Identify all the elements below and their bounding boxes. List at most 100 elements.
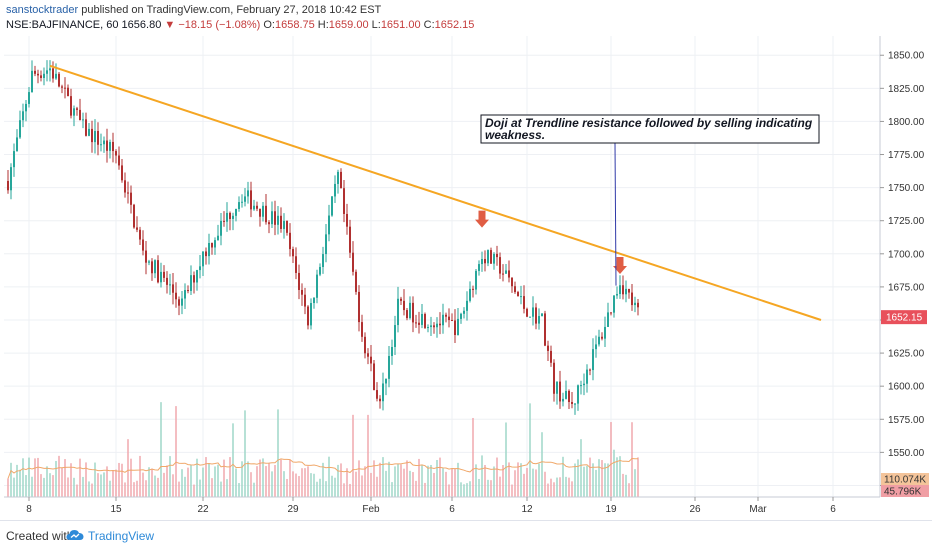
candle-body — [277, 215, 279, 225]
candle-body — [88, 128, 90, 136]
candle-body — [265, 205, 267, 223]
candle-body — [352, 252, 354, 272]
candle-body — [232, 215, 234, 219]
candle-body — [316, 274, 318, 298]
candle-body — [58, 73, 60, 87]
candle-body — [610, 312, 612, 314]
callout-box[interactable] — [480, 114, 820, 144]
volume-bar — [400, 464, 402, 497]
volume-bar — [583, 466, 585, 497]
volume-bar — [289, 459, 291, 497]
candle-body — [184, 290, 186, 299]
price-tick-label: 1725.00 — [888, 216, 925, 227]
callout-pointer — [614, 142, 617, 286]
volume-bar — [274, 465, 276, 497]
volume-bar — [157, 477, 159, 497]
candle-body — [586, 369, 588, 384]
candle-body — [259, 208, 261, 217]
callout-text-line: Doji at Trendline resistance followed by… — [485, 116, 813, 130]
candle-body — [571, 402, 573, 404]
volume-bar — [265, 466, 267, 497]
candle-body — [292, 249, 294, 257]
volume-bar — [91, 483, 93, 497]
volume-bar — [193, 484, 195, 497]
volume-bar — [79, 458, 81, 497]
symbol-label[interactable]: NSE:BAJFINANCE, 60 — [6, 19, 119, 31]
candle-body — [19, 120, 21, 138]
candle-body — [247, 190, 249, 197]
volume-bar — [229, 457, 231, 497]
current-price-label: 1652.15 — [886, 313, 923, 324]
tradingview-brand[interactable]: TradingView — [88, 529, 155, 543]
price-chart[interactable]: Doji at Trendline resistance followed by… — [0, 0, 932, 520]
volume-bar — [589, 457, 591, 497]
volume-bar — [253, 482, 255, 497]
candle-body — [409, 302, 411, 319]
candle-body — [526, 308, 528, 317]
volume-bar — [436, 460, 438, 497]
volume-bar — [544, 471, 546, 497]
volume-bar — [286, 478, 288, 497]
candle-body — [517, 292, 519, 297]
candle-body — [139, 229, 141, 240]
volume-bar — [10, 462, 12, 497]
candle-body — [10, 167, 12, 191]
volume-bar — [136, 480, 138, 497]
candle-body — [439, 323, 441, 326]
volume-bar — [403, 468, 405, 497]
volume-bar — [565, 476, 567, 497]
down-arrow-marker[interactable] — [475, 210, 489, 228]
trendline[interactable] — [49, 64, 822, 321]
volume-bar — [16, 464, 18, 497]
time-tick-label: 15 — [110, 504, 122, 515]
volume-bar — [598, 459, 600, 497]
volume-bar — [481, 455, 483, 497]
candle-body — [157, 260, 159, 283]
volume-bar — [526, 467, 528, 497]
candle-body — [64, 87, 66, 89]
candle-body — [631, 292, 633, 306]
candle-body — [463, 310, 465, 314]
candle-body — [535, 307, 537, 324]
volume-bar — [439, 457, 441, 497]
volume-bar — [427, 465, 429, 497]
high-value: 1659.00 — [328, 19, 369, 31]
volume-bar — [505, 422, 507, 497]
volume-bar — [85, 462, 87, 497]
candle-body — [496, 253, 498, 258]
volume-bar — [445, 471, 447, 497]
volume-bar — [13, 477, 15, 497]
candle-body — [625, 288, 627, 295]
last-price: 1656.80 — [121, 19, 162, 31]
candle-body — [163, 271, 165, 278]
volume-bar — [487, 479, 489, 497]
volume-bar — [523, 473, 525, 497]
candle-body — [223, 220, 225, 222]
candle-body — [238, 202, 240, 209]
candle-body — [40, 75, 42, 78]
down-arrow-marker[interactable] — [613, 256, 627, 274]
candle-body — [118, 155, 120, 166]
open-label: O: — [263, 19, 275, 31]
volume-bar — [118, 462, 120, 497]
volume-bar — [451, 468, 453, 497]
candle-body — [553, 362, 555, 394]
volume-bar — [271, 471, 273, 497]
volume-bar — [40, 474, 42, 497]
author-link[interactable]: sanstocktrader — [6, 4, 79, 16]
volume-bar — [364, 466, 366, 497]
time-tick-label: 12 — [521, 504, 533, 515]
candle-body — [190, 275, 192, 291]
volume-bar — [34, 458, 36, 497]
candle-body — [364, 336, 366, 354]
time-tick-label: 19 — [605, 504, 617, 515]
candle-body — [61, 86, 63, 88]
candle-body — [421, 313, 423, 325]
volume-bar — [373, 460, 375, 497]
volume-bar — [601, 460, 603, 497]
volume-bar — [616, 457, 618, 497]
candle-body — [415, 322, 417, 324]
candle-body — [532, 307, 534, 317]
volume-bar — [385, 470, 387, 497]
price-tick-label: 1825.00 — [888, 84, 925, 95]
